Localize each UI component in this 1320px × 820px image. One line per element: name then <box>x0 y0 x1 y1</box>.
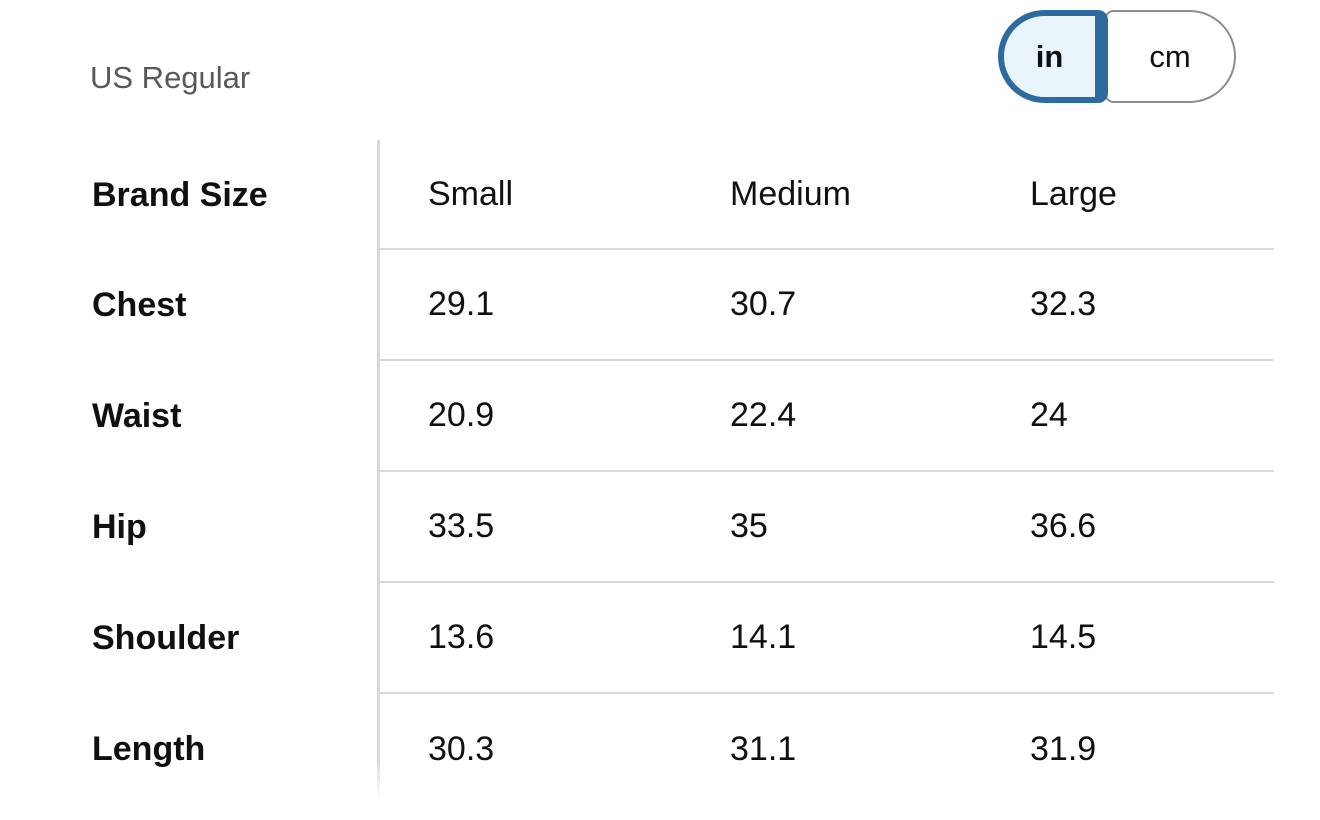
row-label-length: Length <box>92 730 206 768</box>
cell-chest-medium: 30.7 <box>680 250 980 361</box>
unit-toggle: in cm <box>998 10 1236 103</box>
cell-waist-small: 20.9 <box>378 361 680 472</box>
table-row-chest: Chest 29.1 30.7 32.3 <box>0 250 1274 361</box>
table-row-length: Length 30.3 31.1 31.9 <box>0 694 1274 805</box>
row-label-shoulder: Shoulder <box>92 619 240 657</box>
table-header-row: Brand Size Small Medium Large <box>0 140 1274 250</box>
corner-header-brand-size: Brand Size <box>92 175 268 214</box>
row-label-chest: Chest <box>92 286 187 324</box>
column-header-small: Small <box>378 140 680 250</box>
row-label-hip: Hip <box>92 508 147 546</box>
unit-cm-button[interactable]: cm <box>1104 10 1236 103</box>
cell-hip-large: 36.6 <box>980 472 1274 583</box>
unit-in-button[interactable]: in <box>998 10 1108 103</box>
cell-length-small: 30.3 <box>428 730 495 768</box>
table-row-hip: Hip 33.5 35 36.6 <box>0 472 1274 583</box>
column-header-medium: Medium <box>680 140 980 250</box>
cell-length-medium: 31.1 <box>730 730 797 768</box>
cell-chest-large: 32.3 <box>980 250 1274 361</box>
cell-waist-medium: 22.4 <box>680 361 980 472</box>
cell-chest-small: 29.1 <box>378 250 680 361</box>
cell-waist-large: 24 <box>980 361 1274 472</box>
cell-hip-medium: 35 <box>680 472 980 583</box>
cell-hip-small: 33.5 <box>378 472 680 583</box>
cell-shoulder-large: 14.5 <box>980 583 1274 694</box>
row-label-waist: Waist <box>92 397 182 435</box>
fit-type-label: US Regular <box>90 60 251 95</box>
table-row-shoulder: Shoulder 13.6 14.1 14.5 <box>0 583 1274 694</box>
column-header-large: Large <box>980 140 1274 250</box>
column-divider-line <box>377 140 380 800</box>
cell-length-large: 31.9 <box>1030 730 1097 768</box>
size-chart-table: Brand Size Small Medium Large Chest 29.1… <box>0 140 1274 805</box>
cell-shoulder-small: 13.6 <box>378 583 680 694</box>
cell-shoulder-medium: 14.1 <box>680 583 980 694</box>
table-row-waist: Waist 20.9 22.4 24 <box>0 361 1274 472</box>
